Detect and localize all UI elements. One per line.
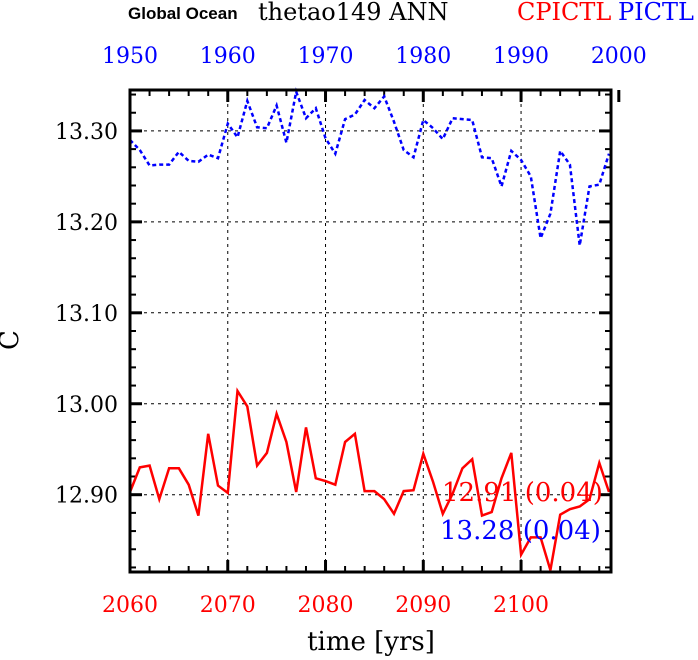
- series-line-pictl: [129, 87, 611, 246]
- series-line-cpictl: [128, 387, 611, 571]
- x-bottom-tick-label: 2100: [493, 593, 549, 618]
- chart-title-variable: thetao149 ANN: [258, 0, 448, 26]
- x-bottom-tick-label: 2090: [395, 593, 451, 618]
- y-tick-label: 13.30: [55, 120, 118, 145]
- x-top-tick-label: 1950: [102, 44, 158, 69]
- x-bottom-tick-label: 2060: [102, 593, 158, 618]
- y-axis-label: C: [0, 330, 25, 350]
- x-top-tick-label: 1970: [298, 44, 354, 69]
- chart-title-series1: CPICTL: [517, 0, 611, 26]
- x-bottom-tick-label: 2070: [200, 593, 256, 618]
- x-top-tick-label: 1960: [200, 44, 256, 69]
- annotation-series2: 13.28 (0.04): [440, 516, 601, 546]
- chart-title-series2: PICTL: [618, 0, 694, 26]
- y-tick-label: 13.10: [55, 302, 118, 327]
- x-axis-label: time [yrs]: [307, 627, 435, 657]
- x-top-tick-label: 1990: [493, 44, 549, 69]
- chart-title-region: Global Ocean: [128, 4, 238, 23]
- x-top-tick-label: 2000: [591, 44, 647, 69]
- annotation-series1: 12.91 (0.04): [442, 478, 603, 508]
- y-tick-label: 12.90: [55, 484, 118, 509]
- y-tick-label: 13.00: [55, 393, 118, 418]
- x-bottom-tick-label: 2080: [298, 593, 354, 618]
- x-top-tick-label: 1980: [395, 44, 451, 69]
- y-tick-label: 13.20: [55, 211, 118, 236]
- plot-frame: [128, 88, 613, 574]
